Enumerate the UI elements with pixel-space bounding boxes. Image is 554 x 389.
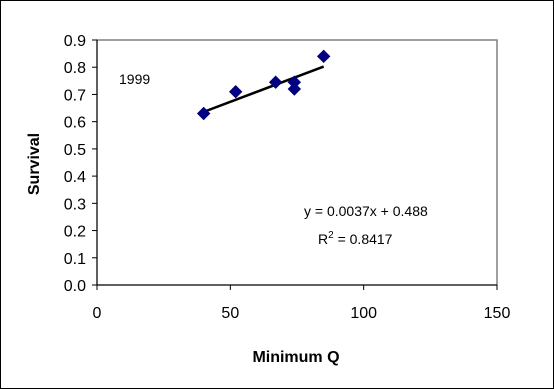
data-point bbox=[316, 49, 331, 64]
y-tick-label: 0.1 bbox=[64, 251, 86, 268]
trendline-equation: y = 0.0037x + 0.488 bbox=[304, 203, 428, 219]
plot-layer: 0.0 0.1 0.2 0.3 0.4 0.5 0.6 0.7 0.8 0.9 0 50 100 150 bbox=[64, 33, 511, 322]
data-point bbox=[196, 106, 211, 121]
x-axis-title: Minimum Q bbox=[252, 349, 339, 366]
r-squared-label: R2 = 0.8417 bbox=[318, 230, 393, 247]
y-axis-title: Survival bbox=[26, 133, 43, 195]
y-tick-label: 0.9 bbox=[64, 33, 86, 50]
data-point bbox=[228, 85, 243, 99]
x-tick-label: 100 bbox=[350, 305, 377, 322]
y-tick-label: 0.8 bbox=[64, 60, 86, 77]
y-tick-label: 0.4 bbox=[64, 169, 86, 186]
y-tick-label: 0.3 bbox=[64, 196, 86, 213]
x-tick-label: 50 bbox=[221, 305, 239, 322]
data-point bbox=[287, 82, 302, 96]
y-tick-label: 0.7 bbox=[64, 87, 86, 104]
x-tick-label: 150 bbox=[484, 305, 511, 322]
y-tick-label: 0.5 bbox=[64, 142, 86, 159]
trendline bbox=[203, 65, 325, 114]
y-tick-label: 0.0 bbox=[64, 278, 86, 295]
y-tick-label: 0.6 bbox=[64, 115, 86, 132]
y-tick-label: 0.2 bbox=[64, 224, 86, 241]
year-annotation: 1999 bbox=[119, 71, 150, 87]
data-point bbox=[268, 75, 283, 89]
x-tick-label: 0 bbox=[93, 305, 102, 322]
